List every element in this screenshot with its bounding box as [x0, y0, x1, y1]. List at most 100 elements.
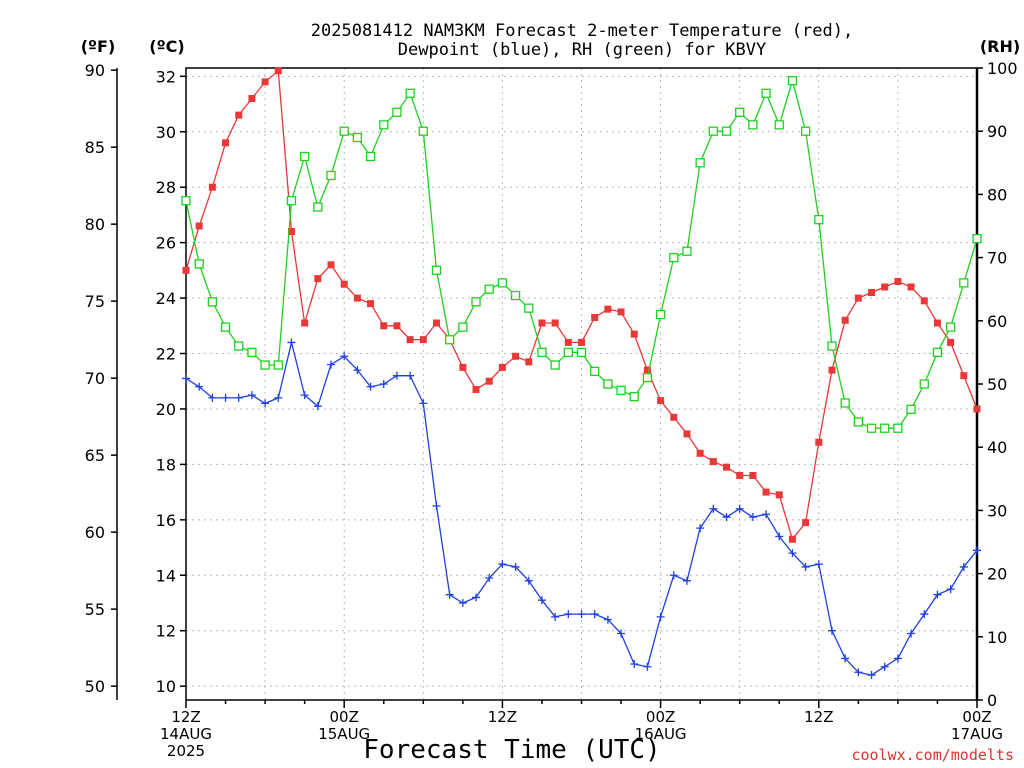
point-rh-21 [458, 322, 468, 332]
point-rh-19 [431, 265, 442, 275]
point-rh-43 [748, 120, 758, 130]
point-rh-33 [616, 385, 626, 395]
point-dewpoint-49 [827, 626, 836, 635]
point-temperature-56 [920, 297, 928, 305]
point-dewpoint-57 [933, 590, 942, 599]
point-dewpoint-2 [208, 393, 217, 402]
x-tick-label-1-line-0: 00Z [330, 708, 359, 726]
x-tick-label-3: 00Z 16AUG [635, 708, 687, 743]
point-rh-51 [853, 417, 863, 427]
point-dewpoint-14 [366, 382, 375, 391]
f-tick-label-6: 60 [85, 523, 105, 542]
rh-tick-label-8: 20 [987, 565, 1007, 584]
point-rh-17 [405, 88, 415, 98]
point-dewpoint-38 [682, 576, 691, 585]
point-dewpoint-4 [234, 393, 243, 402]
point-temperature-30 [578, 338, 585, 346]
point-dewpoint-20 [445, 590, 454, 599]
point-temperature-59 [960, 372, 968, 380]
series-dewpoint [182, 338, 981, 680]
x-tick-label-0: 12Z 14AUG 2025 [160, 708, 212, 760]
point-rh-22 [471, 297, 481, 307]
point-dewpoint-31 [590, 610, 599, 619]
point-rh-26 [524, 303, 534, 313]
point-dewpoint-40 [709, 504, 718, 513]
point-rh-2 [207, 297, 218, 307]
point-dewpoint-25 [511, 562, 520, 571]
point-rh-39 [695, 158, 705, 168]
point-dewpoint-27 [537, 596, 546, 605]
x-tick-label-0-line-2: 2025 [167, 742, 205, 760]
x-tick-label-3-line-0: 00Z [646, 708, 675, 726]
point-dewpoint-7 [274, 393, 283, 402]
rh-tick-label-6: 40 [987, 438, 1007, 457]
axes [111, 67, 983, 708]
point-temperature-35 [643, 366, 651, 374]
point-temperature-12 [340, 280, 348, 288]
point-rh-60 [972, 233, 982, 244]
point-rh-24 [497, 278, 508, 288]
point-temperature-36 [657, 397, 665, 405]
point-dewpoint-1 [195, 382, 204, 391]
point-rh-34 [629, 391, 639, 402]
point-dewpoint-36 [656, 612, 665, 621]
point-dewpoint-30 [577, 610, 586, 619]
point-dewpoint-9 [300, 391, 309, 400]
point-temperature-37 [670, 413, 678, 421]
point-temperature-45 [775, 491, 783, 499]
f-tick-label-5: 65 [85, 446, 105, 465]
rh-tick-label-5: 50 [987, 375, 1007, 394]
point-rh-16 [392, 107, 402, 117]
point-temperature-29 [564, 338, 572, 346]
point-rh-57 [932, 347, 943, 358]
point-temperature-31 [591, 313, 599, 321]
point-rh-0 [181, 196, 191, 206]
point-dewpoint-28 [551, 612, 560, 621]
series-rh [181, 75, 982, 433]
f-tick-label-3: 75 [85, 292, 105, 311]
point-temperature-49 [828, 366, 836, 374]
point-temperature-7 [274, 67, 282, 75]
c-tick-label-2: 28 [156, 178, 176, 197]
point-dewpoint-16 [392, 371, 401, 380]
point-rh-11 [326, 170, 336, 181]
f-tick-label-1: 85 [85, 138, 105, 157]
f-tick-label-7: 55 [85, 600, 105, 619]
point-rh-47 [800, 126, 811, 136]
point-dewpoint-23 [485, 574, 494, 583]
point-dewpoint-12 [340, 352, 349, 361]
point-temperature-33 [617, 308, 625, 316]
point-dewpoint-17 [406, 371, 415, 380]
point-rh-53 [880, 423, 890, 433]
point-temperature-28 [551, 319, 559, 327]
c-tick-label-1: 30 [156, 123, 176, 142]
point-rh-31 [590, 366, 600, 377]
point-temperature-13 [353, 294, 361, 302]
point-temperature-50 [841, 316, 849, 324]
point-temperature-8 [287, 228, 295, 236]
point-rh-56 [919, 379, 929, 389]
point-temperature-5 [248, 94, 256, 102]
c-tick-label-10: 12 [156, 622, 176, 641]
point-rh-14 [365, 151, 376, 162]
point-rh-15 [379, 120, 389, 130]
plot-frame [185, 67, 978, 701]
rh-tick-label-1: 90 [987, 122, 1007, 141]
x-tick-label-2: 12Z [488, 708, 517, 726]
point-rh-27 [537, 347, 547, 358]
rh-tick-label-2: 80 [987, 185, 1007, 204]
point-rh-32 [603, 379, 613, 389]
point-temperature-17 [406, 336, 414, 344]
point-rh-37 [669, 252, 679, 263]
c-tick-label-9: 14 [156, 566, 176, 585]
point-temperature-25 [512, 352, 520, 360]
point-temperature-48 [815, 438, 823, 446]
point-dewpoint-6 [261, 399, 270, 408]
point-dewpoint-46 [788, 549, 797, 558]
c-tick-label-8: 16 [156, 511, 176, 530]
x-tick-label-5: 00Z 17AUG [951, 708, 1003, 743]
point-rh-38 [682, 246, 692, 256]
tick-labels: 90 85 80 75 70 65 60 55 50 32 30 28 26 24 22 20 18 16 14 12… [85, 59, 1018, 760]
point-rh-41 [721, 126, 732, 136]
f-tick-label-2: 80 [85, 215, 105, 234]
